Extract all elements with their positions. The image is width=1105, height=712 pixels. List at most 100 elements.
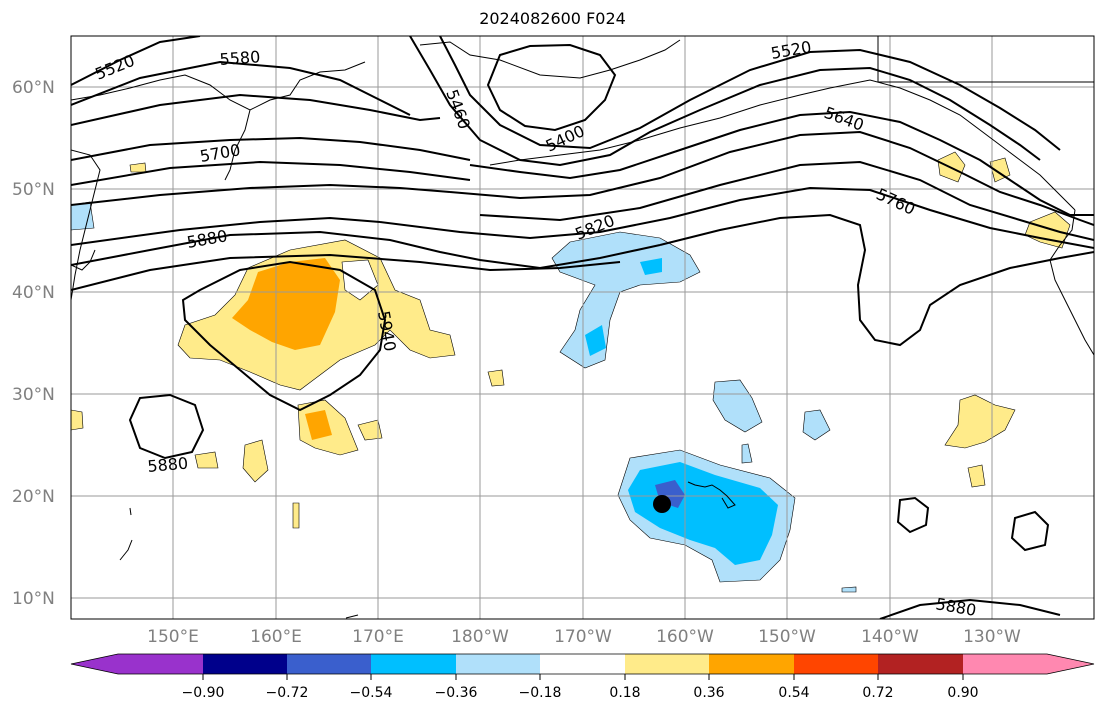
contour-line xyxy=(479,160,1094,241)
longitude-label: 180°W xyxy=(451,627,509,647)
contour-line xyxy=(71,160,471,186)
contour-label: 5520 xyxy=(92,51,137,84)
contour-line xyxy=(71,36,201,86)
contour-line xyxy=(71,216,381,246)
contour-line xyxy=(71,183,451,206)
longitude-label: 150°E xyxy=(147,627,199,647)
anomaly-shading xyxy=(71,151,1071,593)
contour-line xyxy=(659,213,1094,347)
small-positive-blob xyxy=(194,451,219,469)
canada-border xyxy=(877,36,1094,83)
longitude-label: 170°W xyxy=(554,627,612,647)
contour-line xyxy=(71,230,661,270)
negative-anomaly-region xyxy=(802,409,831,441)
contour-line xyxy=(71,93,441,126)
longitude-axis: 150°E 160°E 170°E 180°W 170°W 160°W 150°… xyxy=(147,627,1021,647)
longitude-label: 130°W xyxy=(963,627,1021,647)
positive-anomaly-south-core xyxy=(305,410,332,440)
alaska-south-coastline xyxy=(829,79,1076,211)
contour-line xyxy=(879,598,1061,619)
small-island xyxy=(129,507,132,516)
north-america-west-coastline xyxy=(1049,209,1094,356)
longitude-label: 150°W xyxy=(758,627,816,647)
colorbar-segment xyxy=(203,654,288,674)
colorbar-segment xyxy=(625,654,710,674)
contour-label: 5580 xyxy=(219,47,261,69)
contour-line xyxy=(71,60,411,116)
map-frame xyxy=(70,35,1095,620)
positive-anomaly-core xyxy=(232,258,340,350)
latitude-label: 40°N xyxy=(12,283,55,303)
longitude-label: 140°W xyxy=(861,627,919,647)
small-positive-blob xyxy=(357,419,383,441)
small-positive-blob xyxy=(487,369,505,387)
contour-label: 5700 xyxy=(198,140,241,166)
negative-anomaly-core xyxy=(585,325,606,356)
colorbar-tick-label: −0.72 xyxy=(266,685,309,701)
small-island xyxy=(119,539,133,561)
contour-line xyxy=(896,496,930,534)
colorbar-tick-label: 0.36 xyxy=(693,685,724,701)
contour-line xyxy=(1010,510,1050,552)
longitude-label: 160°E xyxy=(250,627,302,647)
small-positive-blob xyxy=(967,464,986,488)
aleutian-islands xyxy=(489,87,831,166)
contour-label: 5880 xyxy=(147,454,189,476)
colorbar-segment xyxy=(118,654,203,674)
negative-anomaly-core xyxy=(640,258,662,275)
contour-line xyxy=(71,253,621,291)
colorbar-segment xyxy=(540,654,625,674)
colorbar-segment xyxy=(371,654,456,674)
longitude-label: 170°E xyxy=(352,627,404,647)
latitude-label: 50°N xyxy=(12,180,55,200)
contour-line xyxy=(181,260,387,412)
colorbar-segment xyxy=(963,654,1047,674)
hawaii-islands xyxy=(687,481,736,509)
colorbar: −0.90 −0.72 −0.54 −0.36 −0.18 0.18 0.36 … xyxy=(70,653,1095,701)
japan-islands xyxy=(71,249,96,271)
contour-label: 5640 xyxy=(822,103,867,135)
small-positive-blob xyxy=(292,502,300,529)
contour-line xyxy=(449,130,1094,226)
small-positive-blob xyxy=(71,409,84,431)
storm-center-marker xyxy=(653,495,671,513)
colorbar-tick-label: −0.18 xyxy=(519,685,562,701)
contour-line xyxy=(469,110,1094,216)
asia-coastline xyxy=(71,61,366,111)
latitude-label: 30°N xyxy=(12,385,55,405)
colorbar-tick-label: −0.36 xyxy=(435,685,478,701)
asia-east-coastline xyxy=(71,149,101,301)
contour-line xyxy=(71,136,471,161)
gridlines xyxy=(71,36,1094,619)
contour-label: 5520 xyxy=(769,37,812,63)
colorbar-ticks xyxy=(202,674,964,680)
map-title: 2024082600 F024 xyxy=(479,9,626,28)
colorbar-segment xyxy=(456,654,541,674)
contour-line xyxy=(409,36,1041,167)
colorbar-segment xyxy=(709,654,794,674)
negative-anomaly-region xyxy=(712,379,763,433)
latitude-label: 10°N xyxy=(12,589,55,609)
contour-label: 5880 xyxy=(185,226,228,252)
contour-line xyxy=(128,393,205,460)
small-positive-blob xyxy=(129,162,147,173)
negative-anomaly-region xyxy=(841,586,857,593)
colorbar-segment xyxy=(287,654,372,674)
longitude-label: 160°W xyxy=(656,627,714,647)
colorbar-tick-label: −0.90 xyxy=(182,685,225,701)
small-island xyxy=(345,614,359,619)
colorbar-segment xyxy=(878,654,963,674)
colorbar-tick-label: 0.90 xyxy=(947,685,978,701)
latitude-axis: 10°N 20°N 30°N 40°N 50°N 60°N xyxy=(12,78,55,609)
colorbar-tick-label: 0.18 xyxy=(609,685,640,701)
small-positive-blob xyxy=(944,394,1016,449)
colorbar-min-arrow xyxy=(71,654,118,674)
contour-line xyxy=(486,43,617,132)
alaska-coastline xyxy=(419,39,681,79)
colorbar-outline xyxy=(70,653,1095,675)
contour-line xyxy=(379,186,1094,249)
kamchatka-coastline xyxy=(224,109,251,181)
colorbar-tick-label: 0.72 xyxy=(862,685,893,701)
colorbar-max-arrow xyxy=(1047,654,1094,674)
